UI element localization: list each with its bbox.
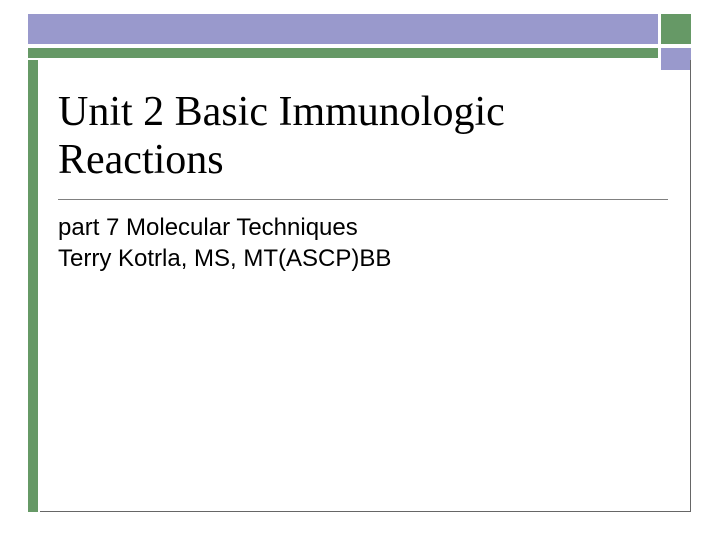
subtitle-line-2: Terry Kotrla, MS, MT(ASCP)BB	[58, 243, 668, 274]
title-divider	[58, 199, 668, 200]
top-green-square	[661, 14, 691, 44]
content-area: Unit 2 Basic Immunologic Reactions part …	[58, 88, 668, 274]
subtitle-line-1: part 7 Molecular Techniques	[58, 212, 668, 243]
slide-title: Unit 2 Basic Immunologic Reactions	[58, 88, 668, 185]
top-lavender-bar	[28, 14, 658, 44]
slide-subtitle: part 7 Molecular Techniques Terry Kotrla…	[58, 212, 668, 274]
green-horizontal-bar	[28, 48, 658, 58]
left-green-bar	[28, 60, 38, 512]
